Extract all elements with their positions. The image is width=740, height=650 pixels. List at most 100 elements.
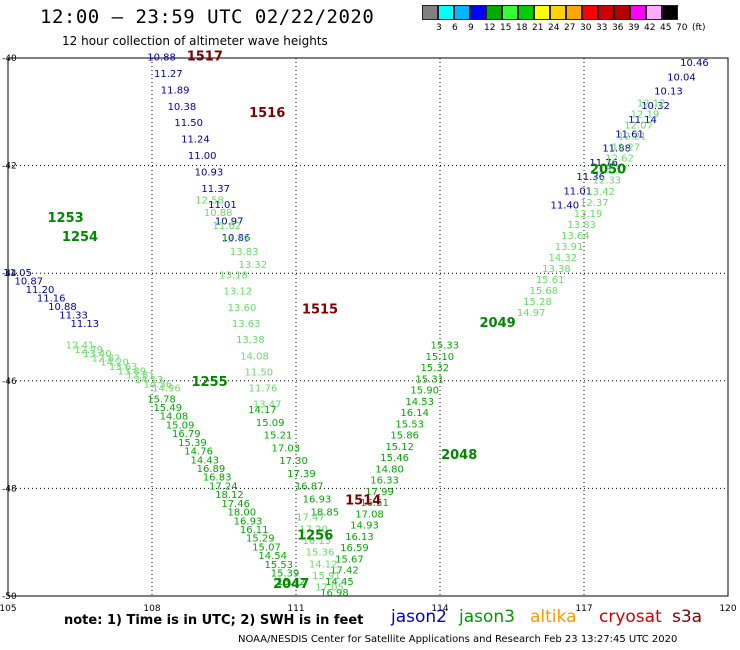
swh-value: 11.16	[37, 293, 66, 304]
swh-value: 14.13	[135, 375, 164, 386]
legend-label: 9	[468, 23, 474, 33]
swh-value: 12.79	[221, 234, 250, 245]
swh-value: 14.36	[143, 379, 172, 390]
swh-value: 13.89	[118, 366, 147, 377]
legend-label: 18	[516, 23, 528, 33]
swh-value: 14.93	[350, 521, 379, 532]
swh-value: 15.07	[252, 542, 281, 553]
legend-swatch	[534, 5, 550, 20]
swh-value: 11.05	[3, 268, 32, 279]
swh-value: 14.08	[240, 351, 269, 362]
swh-value: 11.36	[576, 172, 605, 183]
swh-value: 15.36	[306, 548, 335, 559]
swh-value: 17.47	[296, 513, 325, 524]
swh-value: 12.79	[74, 345, 103, 356]
swh-value: 15.42	[277, 577, 306, 588]
swh-value: 11.00	[188, 151, 217, 162]
swh-value: 12.12	[637, 98, 666, 109]
y-tick-label: -40	[2, 54, 17, 64]
swh-value: 16.13	[345, 532, 374, 543]
swh-value: 11.14	[628, 115, 657, 126]
legend-label: 36	[612, 23, 624, 33]
satellite-label: s3a	[672, 607, 703, 627]
swh-value: 14.45	[325, 577, 354, 588]
swh-value: 12.19	[631, 109, 660, 120]
swh-value: 13.19	[574, 209, 603, 220]
swh-value: 15.10	[425, 352, 454, 363]
swh-value: 10.88	[204, 208, 233, 219]
x-tick-label: 111	[287, 604, 304, 614]
swh-value: 17.20	[299, 524, 328, 535]
swh-value: 15.53	[265, 560, 294, 571]
swh-value: 15.78	[147, 394, 176, 405]
pass-time-label: 1516	[249, 106, 285, 121]
pass-time-label: 2048	[441, 448, 477, 463]
swh-value: 17.99	[365, 487, 394, 498]
swh-value: 17.42	[330, 566, 359, 577]
swh-value: 12.07	[624, 121, 653, 132]
x-tick-label: 120	[719, 604, 736, 614]
legend-label: 12	[484, 23, 496, 33]
swh-value: 11.33	[59, 310, 88, 321]
satellite-label: jason3	[459, 607, 515, 627]
pass-time-label: 1256	[297, 529, 333, 544]
swh-value: 12.82	[92, 353, 121, 364]
pass-time-label: 1253	[48, 211, 84, 226]
swh-value: 11.01	[208, 200, 237, 211]
legend-swatch	[486, 5, 502, 20]
swh-value: 10.13	[654, 87, 683, 98]
legend-swatch	[502, 5, 518, 20]
swh-value: 11.62	[213, 221, 242, 232]
legend-label: 30	[580, 23, 592, 33]
legend-label: 21	[532, 23, 544, 33]
swh-value: 13.32	[238, 260, 267, 271]
legend-swatch	[470, 5, 486, 20]
swh-value: 11.27	[154, 69, 183, 80]
swh-value: 16.11	[240, 525, 269, 536]
legend-label: 39	[628, 23, 640, 33]
swh-value: 11.50	[244, 367, 273, 378]
swh-value: 15.39	[178, 438, 207, 449]
swh-value: 12.37	[580, 198, 609, 209]
swh-value: 14.80	[375, 464, 404, 475]
swh-value: 16.51	[360, 498, 389, 509]
swh-value: 15.09	[256, 418, 285, 429]
y-tick-label: -50	[2, 592, 17, 602]
y-tick-label: -44	[2, 269, 17, 279]
legend-swatch	[438, 5, 454, 20]
swh-value: 18.12	[215, 490, 244, 501]
swh-value: 15.32	[420, 363, 449, 374]
swh-value: 12.41	[66, 341, 95, 352]
swh-value: 13.42	[586, 187, 615, 198]
swh-value: 14.08	[160, 412, 189, 423]
swh-value: 17.24	[209, 481, 238, 492]
satellite-label: cryosat	[599, 607, 662, 627]
legend-swatch	[566, 5, 582, 20]
swh-value: 16.33	[370, 476, 399, 487]
legend-swatch	[454, 5, 470, 20]
y-tick-label: -48	[2, 484, 17, 494]
legend-label: 27	[564, 23, 576, 33]
x-tick-label: 117	[575, 604, 592, 614]
swh-value: 14.76	[184, 447, 213, 458]
swh-value: 11.76	[589, 158, 618, 169]
legend-label: 24	[548, 23, 560, 33]
swh-value: 14.43	[190, 455, 219, 466]
swh-value: 11.40	[550, 201, 579, 212]
swh-value: 11.89	[161, 85, 190, 96]
legend-label: (ft)	[692, 23, 706, 33]
swh-value: 16.93	[234, 516, 263, 527]
swh-value: 11.50	[174, 118, 203, 129]
swh-value: 10.86	[222, 233, 251, 244]
swh-value: 13.37	[599, 165, 628, 176]
swh-value: 10.38	[168, 102, 197, 113]
swh-value: 13.91	[555, 242, 584, 253]
swh-value: 12.81	[126, 371, 155, 382]
swh-value: 13.63	[232, 319, 261, 330]
swh-value: 10.32	[641, 101, 670, 112]
chart-subtitle: 12 hour collection of altimeter wave hei…	[62, 34, 328, 48]
footer-credit: NOAA/NESDIS Center for Satellite Applica…	[238, 634, 678, 645]
swh-value: 13.60	[228, 303, 257, 314]
legend-label: 33	[596, 23, 608, 33]
swh-value: 15.31	[415, 374, 444, 385]
